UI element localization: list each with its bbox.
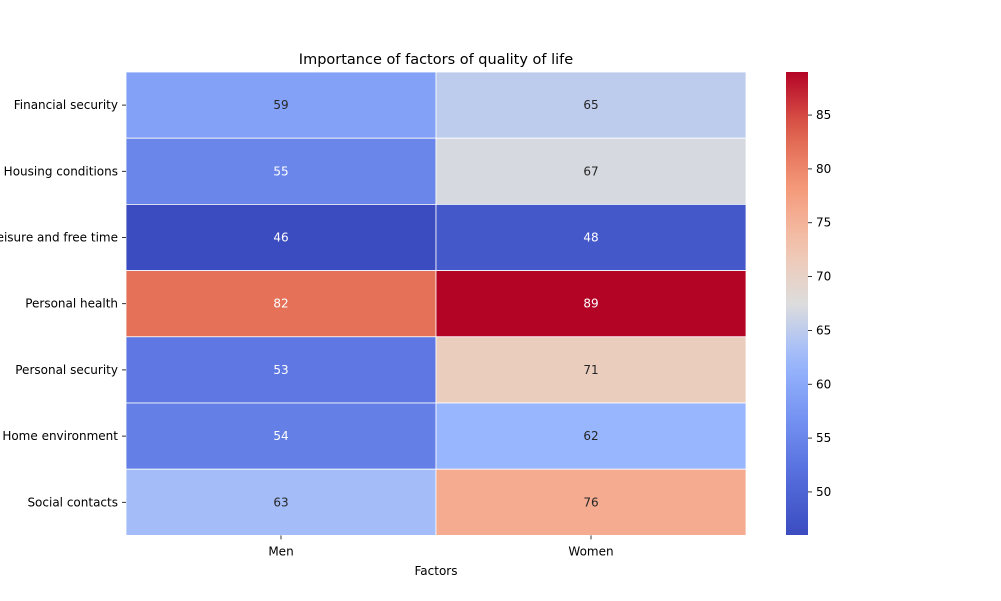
colorbar-tick-label: 60 [816,377,831,391]
heatmap-cell [435,137,747,205]
x-axis-label: Factors [415,564,458,578]
cell-value-label: 82 [273,297,288,311]
colorbar-tick-label: 80 [816,162,831,176]
row-label: Housing conditions [4,164,118,178]
row-label: Personal health [25,297,118,311]
cell-value-label: 59 [273,98,288,112]
colorbar-tick-label: 65 [816,323,831,337]
cell-value-label: 48 [583,231,598,245]
heatmap-cell [435,336,747,404]
colorbar [786,72,808,535]
heatmap-cell [125,137,437,205]
cell-value-label: 71 [583,363,598,377]
colorbar-tick-label: 70 [816,270,831,284]
cell-value-label: 67 [583,164,598,178]
heatmap-cell [435,203,747,271]
cell-value-label: 65 [583,98,598,112]
column-label: Women [568,544,613,558]
cell-value-label: 63 [273,495,288,509]
heatmap-cells: 59 65 55 67 46 48 82 89 53 71 54 62 63 76 [125,71,747,536]
row-label: Social contacts [27,495,118,509]
cell-value-label: 76 [583,495,598,509]
colorbar-ticks: 50 55 60 65 70 75 80 85 [808,108,831,499]
cell-value-label: 55 [273,164,288,178]
heatmap-cell [435,270,747,338]
colorbar-tick-label: 50 [816,485,831,499]
heatmap-cell [125,468,437,536]
row-label: Personal security [15,363,118,377]
heatmap-cell [125,203,437,271]
column-label: Men [268,544,293,558]
row-label: Leisure and free time [0,231,118,245]
chart-title: Importance of factors of quality of life [299,52,573,68]
heatmap-cell [435,402,747,470]
row-label: Financial security [14,98,118,112]
cell-value-label: 46 [273,231,288,245]
heatmap-cell [435,71,747,139]
cell-value-label: 89 [583,297,598,311]
colorbar-tick-label: 85 [816,108,831,122]
cell-value-label: 53 [273,363,288,377]
colorbar-tick-label: 75 [816,216,831,230]
cell-value-label: 62 [583,429,598,443]
heatmap-cell [125,71,437,139]
heatmap-cell [435,468,747,536]
cell-value-label: 54 [273,429,288,443]
row-label: Home environment [2,429,118,443]
column-labels: Men Women [268,535,614,558]
row-labels: Financial security Housing conditions Leis… [0,98,126,509]
colorbar-tick-label: 55 [816,431,831,445]
